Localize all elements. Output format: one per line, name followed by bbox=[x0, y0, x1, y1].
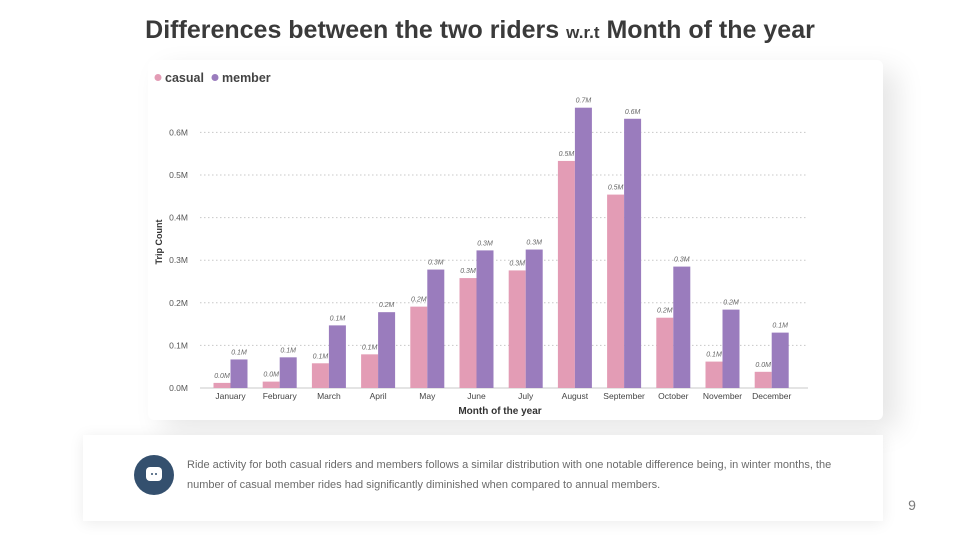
bar-casual bbox=[410, 306, 428, 388]
data-label-casual: 0.1M bbox=[706, 352, 722, 359]
title-part-2: Month of the year bbox=[606, 16, 815, 44]
chat-dot bbox=[155, 473, 157, 475]
y-tick-label: 0.2M bbox=[169, 298, 188, 308]
data-label-member: 0.3M bbox=[428, 260, 444, 267]
x-tick-label: January bbox=[215, 391, 246, 401]
x-tick-label: August bbox=[562, 391, 589, 401]
bar-member bbox=[378, 312, 396, 388]
data-label-casual: 0.3M bbox=[460, 268, 476, 275]
title-small: w.r.t bbox=[566, 23, 600, 42]
bar-member bbox=[574, 107, 592, 388]
data-label-casual: 0.1M bbox=[313, 353, 329, 360]
bar-casual bbox=[607, 194, 625, 388]
data-label-member: 0.3M bbox=[526, 240, 542, 247]
y-tick-label: 0.6M bbox=[169, 127, 188, 137]
data-label-casual: 0.0M bbox=[755, 362, 771, 369]
bar-member bbox=[279, 357, 297, 388]
x-tick-label: November bbox=[703, 391, 742, 401]
data-label-member: 0.1M bbox=[330, 315, 346, 322]
data-label-casual: 0.2M bbox=[657, 308, 673, 315]
data-label-member: 0.6M bbox=[625, 109, 641, 116]
bar-casual bbox=[508, 270, 526, 388]
data-label-member: 0.3M bbox=[477, 240, 493, 247]
chat-button[interactable] bbox=[134, 455, 174, 495]
x-tick-label: March bbox=[317, 391, 341, 401]
bar-member bbox=[624, 118, 642, 388]
bars bbox=[213, 107, 789, 388]
bar-casual bbox=[361, 354, 379, 388]
legend-label-casual: casual bbox=[165, 71, 204, 85]
x-axis-ticks: January February March April May June July Augu… bbox=[215, 391, 791, 401]
data-label-casual: 0.5M bbox=[559, 151, 575, 158]
data-label-member: 0.2M bbox=[379, 302, 395, 309]
bar-casual bbox=[557, 160, 575, 388]
bar-member bbox=[328, 325, 346, 388]
bar-member bbox=[427, 269, 445, 388]
chat-dot bbox=[151, 473, 153, 475]
y-axis-ticks: 0.0M 0.1M 0.2M 0.3M 0.4M 0.5M 0.6M bbox=[169, 127, 188, 393]
data-label-casual: 0.3M bbox=[509, 260, 525, 267]
slide-title: Differences between the two riders w.r.t… bbox=[0, 16, 960, 45]
bar-chart: 0.0M0.1M0.2M0.3M0.4M0.5M0.6M 0.0M0.1M0.0… bbox=[154, 71, 808, 417]
bar-casual bbox=[311, 363, 329, 388]
bar-member bbox=[771, 332, 789, 388]
data-label-member: 0.3M bbox=[674, 257, 690, 264]
legend-swatch-member bbox=[211, 74, 219, 81]
bar-casual bbox=[459, 278, 477, 388]
x-tick-label: April bbox=[370, 391, 387, 401]
x-axis-title: Month of the year bbox=[458, 406, 541, 417]
bar-member bbox=[230, 359, 248, 388]
x-tick-label: February bbox=[263, 391, 298, 401]
bar-casual bbox=[262, 381, 280, 388]
data-label-member: 0.1M bbox=[772, 323, 788, 330]
y-tick-label: 0.3M bbox=[169, 255, 188, 265]
data-label-member: 0.1M bbox=[280, 347, 296, 354]
gridlines bbox=[200, 131, 808, 389]
x-tick-label: December bbox=[752, 391, 791, 401]
x-tick-label: October bbox=[658, 391, 688, 401]
bar-casual bbox=[213, 382, 231, 388]
bar-casual bbox=[754, 371, 772, 388]
bar-member bbox=[722, 309, 740, 388]
x-tick-label: July bbox=[518, 391, 534, 401]
x-tick-label: May bbox=[419, 391, 436, 401]
data-label-member: 0.1M bbox=[231, 349, 247, 356]
page-number: 9 bbox=[908, 497, 916, 513]
bar-casual bbox=[656, 317, 674, 388]
data-labels: 0.0M 0.1M 0.0M 0.1M 0.1M 0.1M 0.1M 0.2M 0.2M 0.3M… bbox=[214, 98, 788, 380]
legend-label-member: member bbox=[222, 71, 271, 85]
bar-member bbox=[476, 250, 494, 388]
info-card bbox=[83, 435, 883, 521]
bar-member bbox=[525, 249, 543, 388]
y-tick-label: 0.4M bbox=[169, 213, 188, 223]
x-tick-label: June bbox=[467, 391, 486, 401]
data-label-casual: 0.1M bbox=[362, 344, 378, 351]
y-axis-title: Trip Count bbox=[154, 220, 164, 265]
legend-swatch-casual bbox=[154, 74, 162, 81]
data-label-casual: 0.0M bbox=[263, 372, 279, 379]
legend: casual member bbox=[154, 71, 271, 85]
y-tick-label: 0.1M bbox=[169, 340, 188, 350]
data-label-casual: 0.5M bbox=[608, 185, 624, 192]
x-tick-label: September bbox=[603, 391, 645, 401]
data-label-member: 0.2M bbox=[723, 300, 739, 307]
data-label-member: 0.7M bbox=[576, 98, 592, 105]
bar-casual bbox=[705, 361, 723, 388]
insight-text: Ride activity for both casual riders and… bbox=[187, 459, 832, 491]
y-tick-label: 0.5M bbox=[169, 170, 188, 180]
bar-member bbox=[673, 266, 691, 388]
data-label-casual: 0.2M bbox=[411, 297, 427, 304]
y-tick-label: 0.0M bbox=[169, 383, 188, 393]
title-part-1: Differences between the two riders bbox=[145, 16, 560, 44]
data-label-casual: 0.0M bbox=[214, 373, 230, 380]
chat-bubble-icon bbox=[146, 467, 162, 481]
